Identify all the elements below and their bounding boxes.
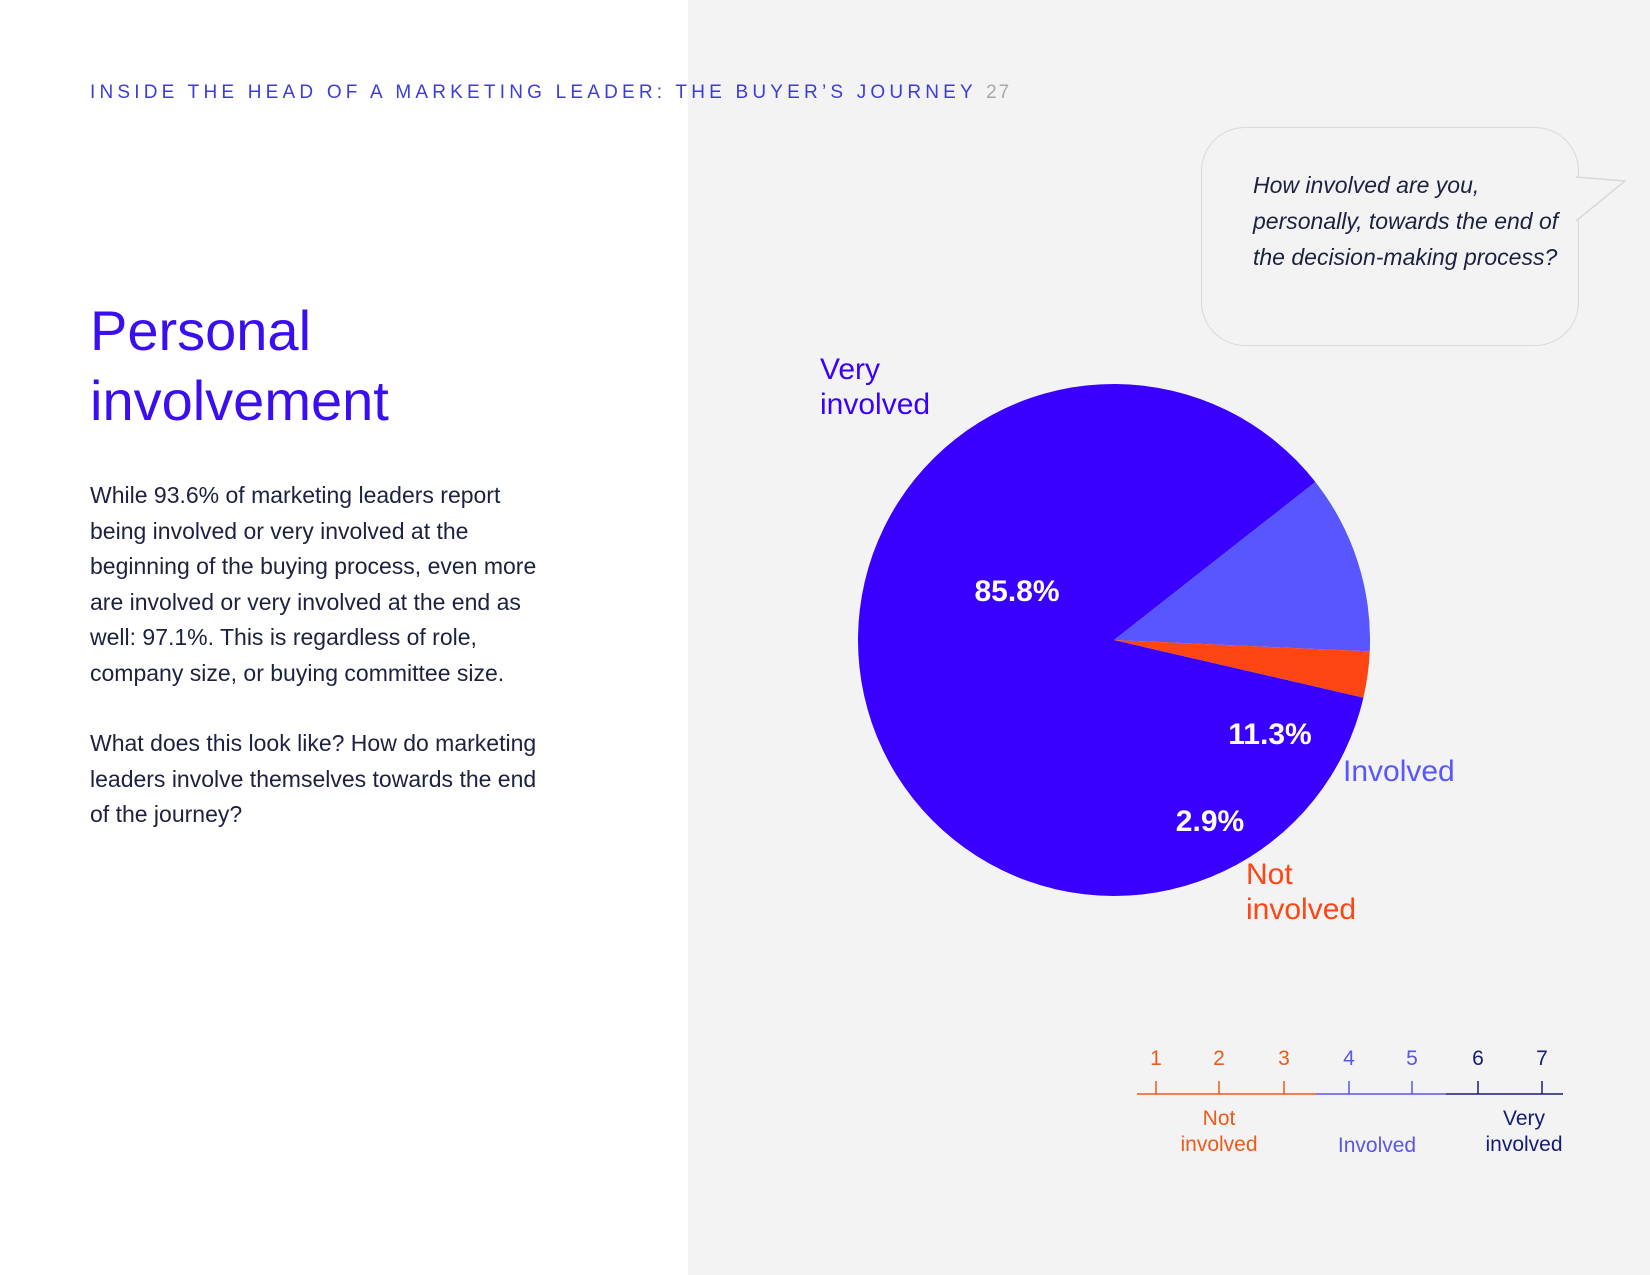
slice-value-label-involved: 11.3% xyxy=(1228,718,1311,751)
scale-group-label-very-involved: Very involved xyxy=(1485,1107,1562,1156)
body-paragraph-1: While 93.6% of marketing leaders report … xyxy=(90,482,537,686)
slice-category-label-not-involved: Not involved xyxy=(1246,858,1356,926)
body-paragraph-2: What does this look like? How do marketi… xyxy=(90,730,537,827)
scale-number-5: 5 xyxy=(1406,1047,1418,1070)
body-text: While 93.6% of marketing leaders report … xyxy=(90,478,560,868)
slice-category-label-very-involved: Very involved xyxy=(820,353,930,421)
scale-number-7: 7 xyxy=(1536,1047,1548,1070)
scale-number-6: 6 xyxy=(1472,1047,1484,1070)
scale-number-3: 3 xyxy=(1278,1047,1290,1070)
scale-group-label-involved: Involved xyxy=(1338,1134,1416,1157)
slice-value-label-not-involved: 2.9% xyxy=(1176,805,1244,838)
slice-category-label-involved: Involved xyxy=(1343,755,1455,788)
pie-slice-not-involved xyxy=(1114,640,1370,698)
bubble-tail xyxy=(1575,176,1627,222)
page-title: Personal involvement xyxy=(90,296,389,436)
title-line-1: Personal xyxy=(90,299,312,362)
header-title: INSIDE THE HEAD OF A MARKETING LEADER: T… xyxy=(90,82,977,103)
pie-slice-very-involved xyxy=(858,383,1364,896)
scale-number-4: 4 xyxy=(1343,1047,1355,1070)
question-text: How involved are you, personally, toward… xyxy=(1253,172,1559,270)
scale-number-1: 1 xyxy=(1150,1047,1162,1070)
title-line-2: involvement xyxy=(90,369,389,432)
slice-value-label-very-involved: 85.8% xyxy=(974,575,1059,608)
scale-number-2: 2 xyxy=(1213,1047,1225,1070)
scale-group-label-not-involved: Not involved xyxy=(1180,1107,1257,1156)
document-header: INSIDE THE HEAD OF A MARKETING LEADER: T… xyxy=(90,82,1011,104)
pie-slice-involved xyxy=(1114,481,1370,652)
page-number: 27 xyxy=(986,82,1012,103)
question-bubble xyxy=(1201,127,1579,346)
